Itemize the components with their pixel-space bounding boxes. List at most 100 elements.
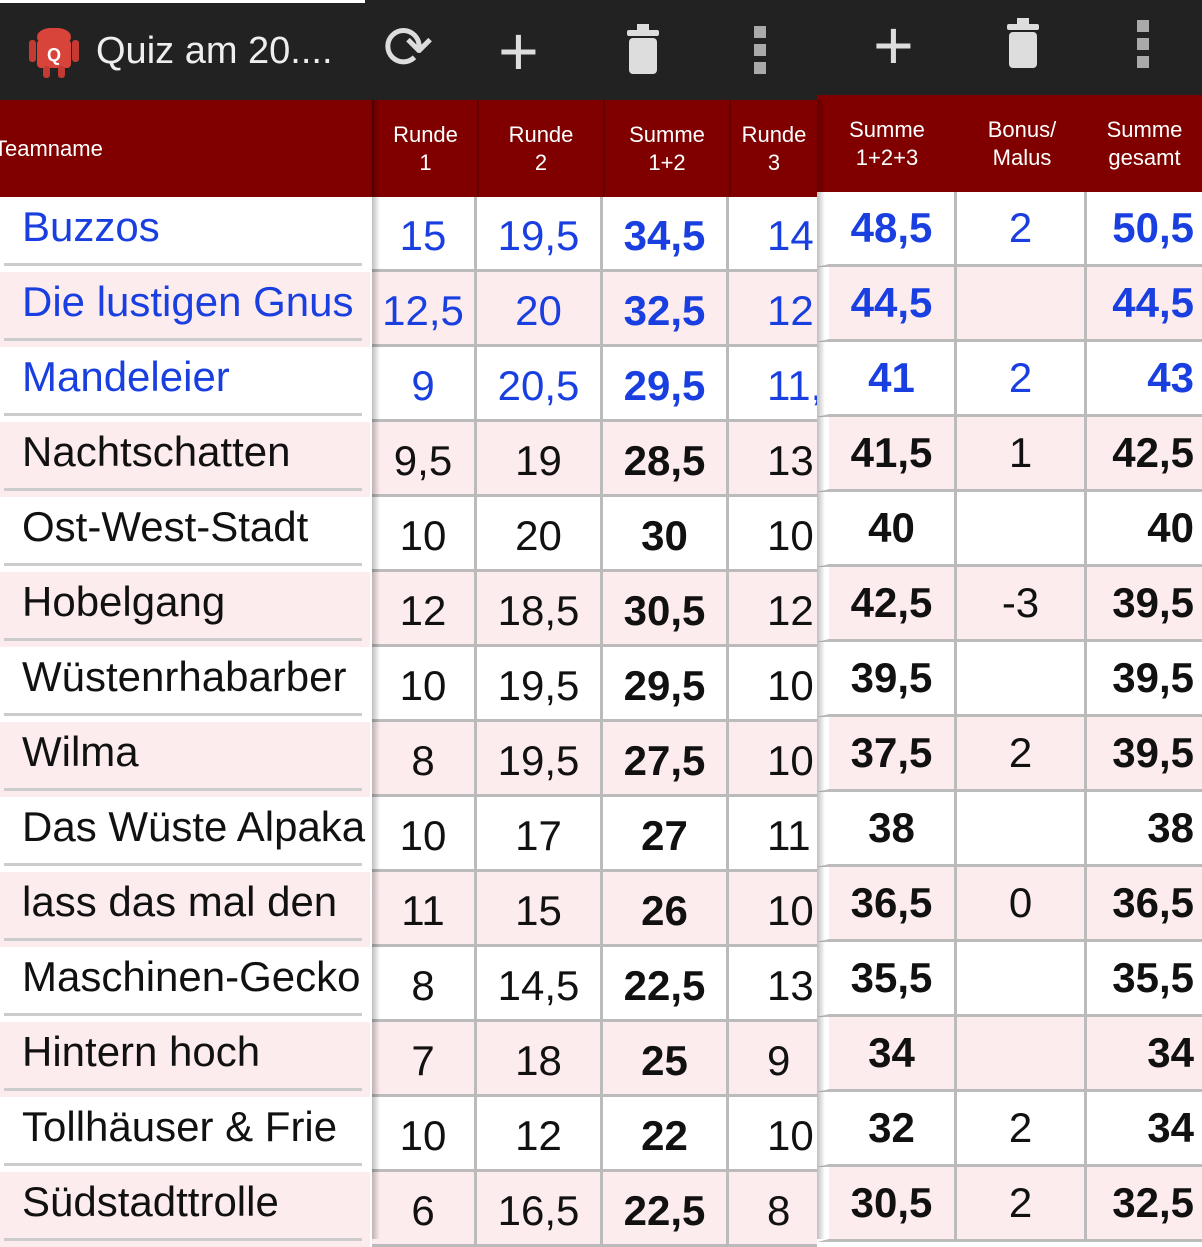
cell-s123: 41,5	[817, 417, 957, 492]
header-teamname[interactable]: Teamname	[0, 100, 372, 197]
cell-bonus: 2	[957, 1092, 1087, 1167]
header-bonus[interactable]: Bonus/ Malus	[957, 95, 1087, 192]
cell-bonus	[957, 1017, 1087, 1092]
cell-total: 50,5	[1087, 192, 1202, 267]
cell-total: 43	[1087, 342, 1202, 417]
underline	[4, 1013, 362, 1016]
cell-r3: 13	[729, 422, 817, 497]
cell-s12: 29,5	[603, 347, 729, 422]
cell-r3: 10	[729, 647, 817, 722]
cell-total: 34	[1087, 1017, 1202, 1092]
cell-r1: 10	[372, 497, 477, 572]
cell-r3: 14	[729, 197, 817, 272]
cell-s12: 32,5	[603, 272, 729, 347]
trash-icon[interactable]	[625, 24, 661, 76]
team-name-cell[interactable]: Hintern hoch	[0, 1022, 370, 1097]
cell-s123: 48,5	[817, 192, 957, 267]
header-total[interactable]: Summe gesamt	[1087, 95, 1202, 192]
add-icon[interactable]: +	[873, 6, 914, 84]
overflow-menu-icon[interactable]	[754, 26, 766, 74]
cell-s123: 37,5	[817, 717, 957, 792]
team-name-cell[interactable]: Tollhäuser & Frie	[0, 1097, 370, 1172]
underline	[4, 1238, 362, 1241]
app-title: Quiz am 20....	[96, 30, 333, 72]
trash-icon[interactable]	[1005, 18, 1041, 70]
underline	[4, 638, 362, 641]
cell-r1: 12,5	[372, 272, 477, 347]
cell-bonus	[957, 267, 1087, 342]
cell-s123: 38	[817, 792, 957, 867]
cell-r3: 10	[729, 1097, 817, 1172]
underline	[4, 413, 362, 416]
cell-bonus	[957, 942, 1087, 1017]
cell-bonus: 2	[957, 717, 1087, 792]
header-s123[interactable]: Summe 1+2+3	[817, 95, 957, 192]
team-name-cell[interactable]: Buzzos	[0, 197, 370, 272]
cell-r1: 11	[372, 872, 477, 947]
cell-total: 44,5	[1087, 267, 1202, 342]
cell-r2: 20	[477, 272, 603, 347]
header-s12[interactable]: Summe 1+2	[603, 100, 729, 197]
cell-total: 36,5	[1087, 867, 1202, 942]
refresh-icon[interactable]: ⟳	[383, 14, 434, 81]
underline	[4, 863, 362, 866]
underline	[4, 713, 362, 716]
cell-r1: 15	[372, 197, 477, 272]
cell-s12: 27	[603, 797, 729, 872]
cell-s123: 41	[817, 342, 957, 417]
cell-r1: 8	[372, 947, 477, 1022]
cell-s12: 27,5	[603, 722, 729, 797]
cell-total: 39,5	[1087, 642, 1202, 717]
underline	[4, 563, 362, 566]
cell-s123: 35,5	[817, 942, 957, 1017]
cell-r1: 9,5	[372, 422, 477, 497]
cell-bonus	[957, 642, 1087, 717]
team-name-cell[interactable]: Nachtschatten	[0, 422, 370, 497]
cell-r2: 20,5	[477, 347, 603, 422]
overflow-menu-icon[interactable]	[1137, 20, 1149, 68]
android-quiz-icon: Q	[29, 28, 79, 78]
cell-bonus: -3	[957, 567, 1087, 642]
cell-total: 42,5	[1087, 417, 1202, 492]
cell-r1: 10	[372, 1097, 477, 1172]
header-r2[interactable]: Runde 2	[477, 100, 603, 197]
team-name-cell[interactable]: Ost-West-Stadt	[0, 497, 370, 572]
team-name-cell[interactable]: Wilma	[0, 722, 370, 797]
cell-s123: 32	[817, 1092, 957, 1167]
cell-r2: 14,5	[477, 947, 603, 1022]
header-r1[interactable]: Runde 1	[372, 100, 477, 197]
cell-r3: 11	[729, 797, 817, 872]
team-name-cell[interactable]: Die lustigen Gnus	[0, 272, 370, 347]
cell-bonus: 2	[957, 342, 1087, 417]
cell-bonus: 0	[957, 867, 1087, 942]
cell-total: 40	[1087, 492, 1202, 567]
cell-s12: 30,5	[603, 572, 729, 647]
team-name-cell[interactable]: Das Wüste Alpaka	[0, 797, 370, 872]
team-name-cell[interactable]: Südstadttrolle	[0, 1172, 370, 1247]
team-name-cell[interactable]: lass das mal den	[0, 872, 370, 947]
cell-r1: 10	[372, 797, 477, 872]
cell-r3: 12	[729, 272, 817, 347]
team-name-cell[interactable]: Mandeleier	[0, 347, 370, 422]
cell-r3: 10,5	[729, 872, 817, 947]
header-r3[interactable]: Runde 3	[729, 100, 817, 197]
underline	[4, 938, 362, 941]
divider	[0, 0, 365, 3]
underline	[4, 488, 362, 491]
cell-s12: 34,5	[603, 197, 729, 272]
cell-s123: 30,5	[817, 1167, 957, 1242]
team-name-cell[interactable]: Hobelgang	[0, 572, 370, 647]
cell-r2: 17	[477, 797, 603, 872]
team-name-cell[interactable]: Wüstenrhabarber	[0, 647, 370, 722]
svg-text:Q: Q	[47, 45, 61, 65]
cell-r1: 6	[372, 1172, 477, 1247]
cell-r3: 8	[729, 1172, 817, 1247]
cell-r3: 13	[729, 947, 817, 1022]
underline	[4, 788, 362, 791]
cell-r3: 10	[729, 722, 817, 797]
add-icon[interactable]: +	[498, 12, 539, 90]
team-name-cell[interactable]: Maschinen-Gecko	[0, 947, 370, 1022]
cell-s12: 22,5	[603, 1172, 729, 1247]
cell-bonus: 2	[957, 1167, 1087, 1242]
cell-r2: 19,5	[477, 647, 603, 722]
